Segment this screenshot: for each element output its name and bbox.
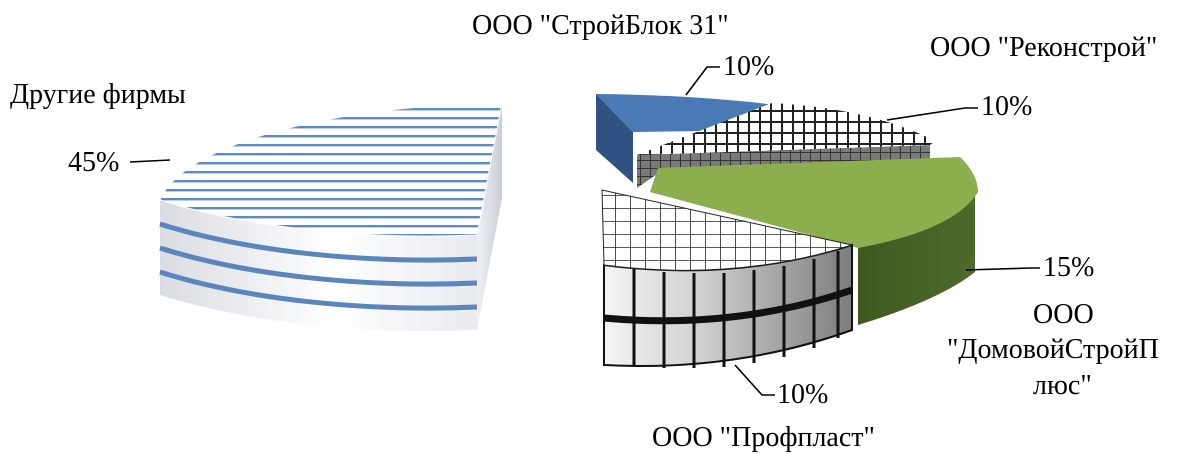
slice-name-domovoy-line1: ООО bbox=[1033, 299, 1094, 330]
value-label-rekonstroy: 10% bbox=[981, 91, 1032, 122]
slice-other-firms bbox=[159, 102, 503, 332]
slice-profplast bbox=[601, 189, 854, 368]
slice-name-domovoy-line2: "ДомовойСтройП bbox=[947, 334, 1159, 365]
value-label-stroyblok: 10% bbox=[723, 51, 774, 82]
leader-line-rekonstroy bbox=[886, 107, 978, 121]
slice-name-profplast: ООО "Профпласт" bbox=[652, 422, 875, 453]
chart-labels: Другие фирмы 45% ООО "СтройБлок 31" 10% … bbox=[10, 10, 1159, 453]
leader-line-stroyblok bbox=[685, 66, 720, 96]
value-label-domovoy: 15% bbox=[1043, 252, 1094, 283]
slice-domovoystroyplus bbox=[650, 157, 978, 325]
value-label-other-firms: 45% bbox=[68, 147, 119, 178]
slice-name-stroyblok: ООО "СтройБлок 31" bbox=[472, 10, 729, 41]
leader-line-other-firms bbox=[129, 159, 171, 163]
slice-name-rekonstroy: ООО "Реконстрой" bbox=[930, 32, 1157, 63]
leader-line-profplast bbox=[734, 364, 775, 396]
leader-lines bbox=[129, 66, 1040, 396]
slice-name-other-firms: Другие фирмы bbox=[10, 79, 186, 110]
leader-line-domovoy bbox=[965, 267, 1040, 271]
slice-name-domovoy-line3: люс" bbox=[1033, 370, 1092, 401]
value-label-profplast: 10% bbox=[777, 379, 828, 410]
